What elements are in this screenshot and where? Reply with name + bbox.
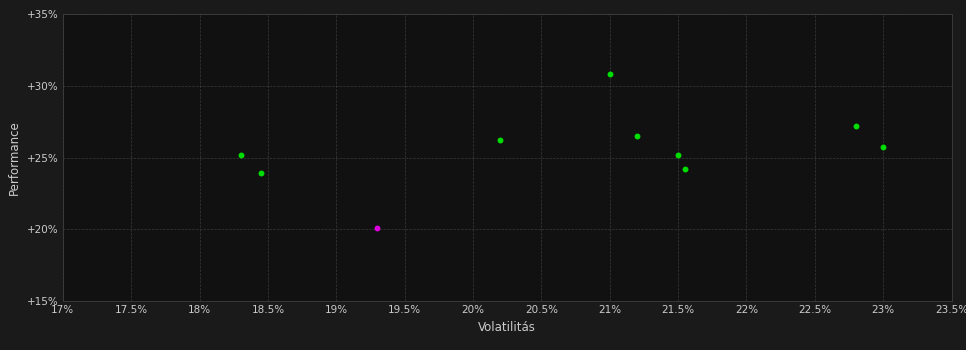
Point — [233, 152, 248, 158]
Point — [253, 170, 269, 176]
X-axis label: Volatilitás: Volatilitás — [478, 321, 536, 334]
Point — [602, 71, 617, 77]
Y-axis label: Performance: Performance — [9, 120, 21, 195]
Point — [848, 123, 864, 129]
Point — [875, 145, 891, 150]
Point — [629, 133, 644, 139]
Point — [370, 225, 385, 231]
Point — [677, 166, 693, 172]
Point — [670, 152, 686, 158]
Point — [493, 138, 508, 143]
